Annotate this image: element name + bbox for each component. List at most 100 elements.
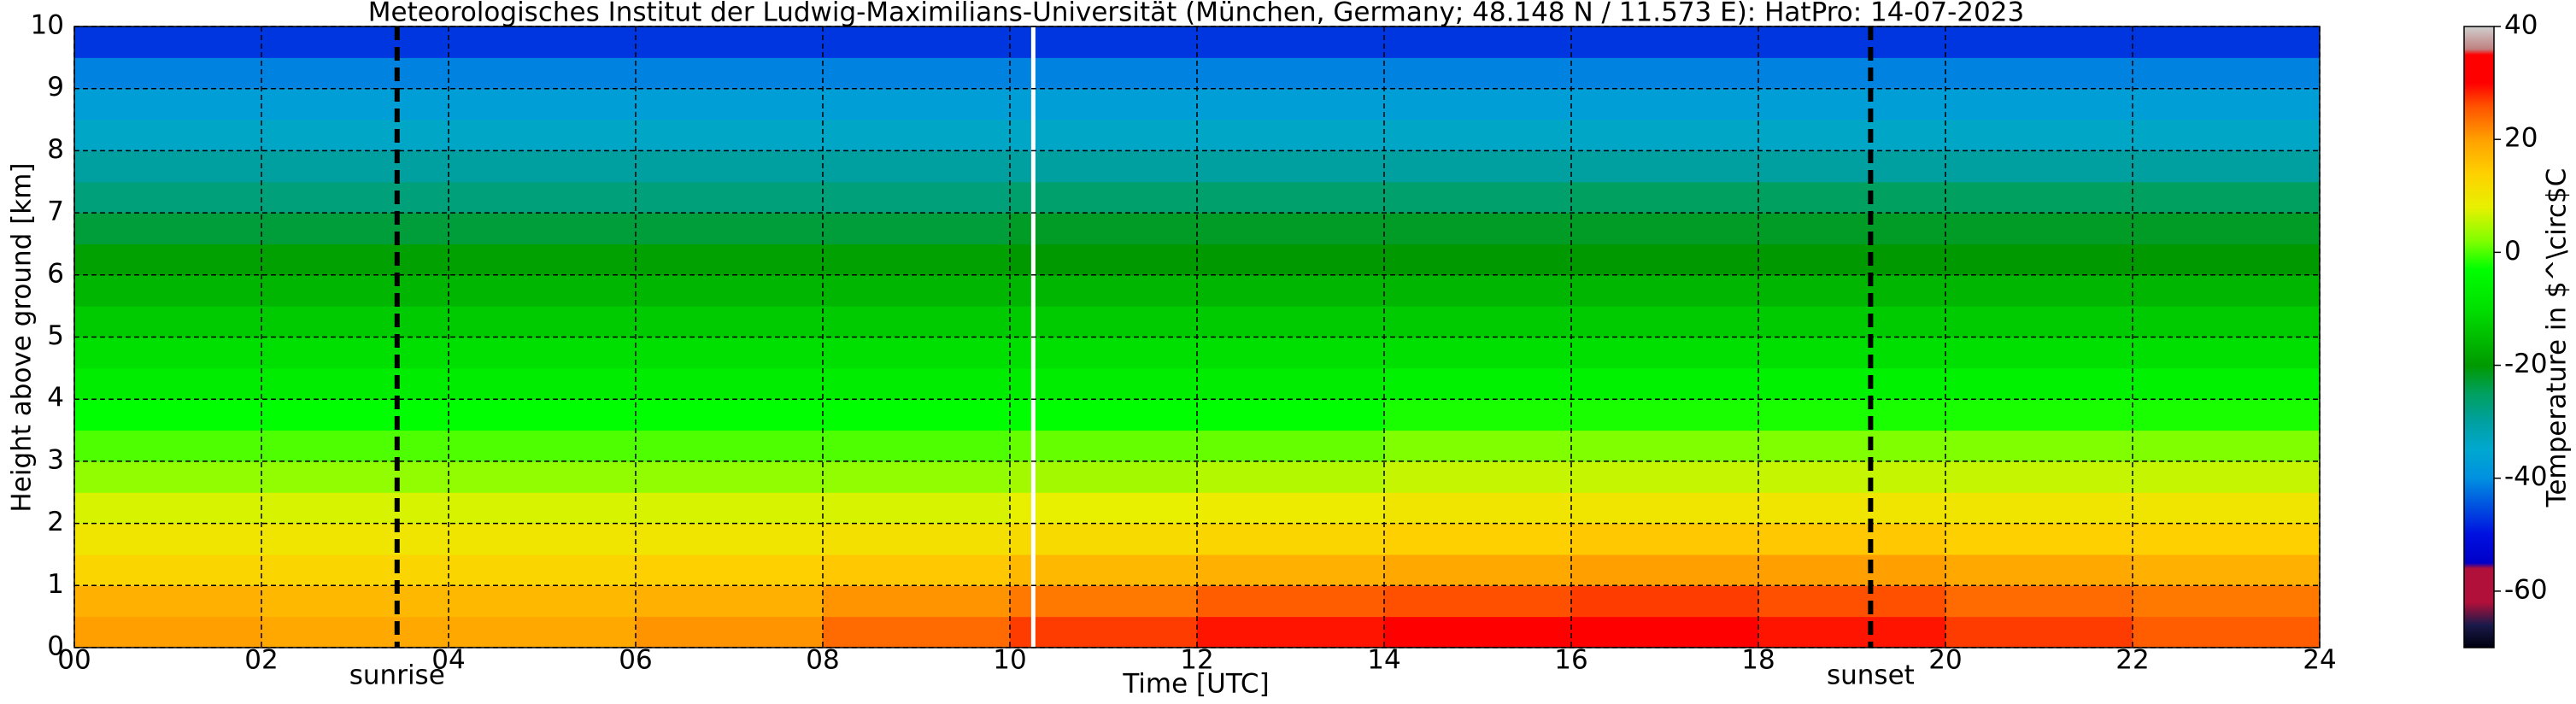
heat-cell	[1945, 554, 2133, 586]
heat-cell	[823, 430, 1011, 462]
heat-cell	[1197, 181, 1385, 214]
x-tick-label: 16	[1554, 645, 1587, 676]
heat-cell	[1758, 461, 1946, 493]
heat-cell	[1197, 523, 1385, 555]
heat-cell	[449, 585, 637, 618]
y-tick-label: 5	[47, 320, 64, 351]
heat-cell	[1758, 306, 1946, 337]
heat-cell	[74, 367, 262, 400]
heat-cell	[2133, 181, 2321, 214]
heat-cell	[1010, 399, 1198, 431]
y-tick-label: 7	[47, 197, 64, 227]
heat-cell	[74, 554, 262, 586]
heat-cell	[1197, 150, 1385, 183]
heat-cell	[74, 616, 262, 648]
heat-cell	[74, 181, 262, 214]
heat-cell	[636, 616, 824, 648]
heat-cell	[1758, 150, 1946, 183]
heat-cell	[261, 585, 449, 618]
heat-cell	[1197, 554, 1385, 586]
heat-cell	[1571, 306, 1759, 337]
heat-cell	[1758, 181, 1946, 214]
heat-cell	[1571, 430, 1759, 462]
heat-cell	[2133, 274, 2321, 307]
heat-cell	[449, 306, 637, 337]
heat-cell	[2133, 243, 2321, 276]
heat-cell	[1945, 523, 2133, 555]
heat-cell	[1571, 120, 1759, 151]
heat-cell	[2133, 616, 2321, 648]
heat-cell	[1571, 492, 1759, 525]
heat-cell	[636, 120, 824, 151]
heat-cell	[823, 243, 1011, 276]
heat-cell	[449, 367, 637, 400]
heat-cell	[823, 120, 1011, 151]
heat-cell	[823, 57, 1011, 90]
heat-cell	[74, 274, 262, 307]
heat-cell	[449, 337, 637, 369]
heat-cell	[823, 461, 1011, 493]
heat-cell	[74, 306, 262, 337]
plot-frame	[73, 26, 2321, 648]
y-tick-label: 9	[47, 72, 64, 103]
heat-cell	[636, 306, 824, 337]
heat-cell	[74, 88, 262, 120]
heat-cell	[823, 337, 1011, 369]
heat-cell	[261, 492, 449, 525]
heat-cell	[1384, 181, 1572, 214]
heat-cell	[2133, 88, 2321, 120]
heat-cell	[1945, 492, 2133, 525]
heat-cell	[823, 26, 1011, 58]
annotation-label: sunrise	[349, 660, 445, 691]
heat-cell	[1945, 306, 2133, 337]
x-tick-label: 18	[1741, 645, 1775, 676]
heat-cell	[1384, 243, 1572, 276]
heat-cell	[636, 274, 824, 307]
heat-cell	[2133, 306, 2321, 337]
heat-cell	[449, 461, 637, 493]
heat-cell	[261, 213, 449, 244]
heat-cell	[261, 274, 449, 307]
heat-cell	[1197, 26, 1385, 58]
heat-cell	[261, 26, 449, 58]
heat-cell	[636, 554, 824, 586]
heat-cell	[823, 367, 1011, 400]
heat-cell	[74, 213, 262, 244]
heat-cell	[823, 213, 1011, 244]
heat-cell	[449, 274, 637, 307]
heat-cell	[823, 554, 1011, 586]
heat-cell	[1571, 616, 1759, 648]
heat-cell	[1197, 430, 1385, 462]
heat-cell	[1945, 430, 2133, 462]
heat-cell	[1758, 88, 1946, 120]
heat-cell	[1945, 274, 2133, 307]
heat-cell	[449, 616, 637, 648]
heat-cell	[823, 616, 1011, 648]
heat-cell	[1384, 213, 1572, 244]
heat-cell	[1758, 399, 1946, 431]
x-tick-label: 22	[2115, 645, 2149, 676]
heat-cell	[823, 181, 1011, 214]
heat-cell	[1945, 461, 2133, 493]
heat-cell	[1010, 213, 1198, 244]
heat-cell	[261, 88, 449, 120]
x-tick-label: 06	[619, 645, 652, 676]
heat-cell	[1010, 492, 1198, 525]
heat-cell	[74, 57, 262, 90]
heat-cell	[1571, 181, 1759, 214]
y-tick-label: 10	[31, 10, 64, 41]
heat-cell	[1384, 120, 1572, 151]
heat-cell	[1197, 120, 1385, 151]
heat-cell	[1758, 585, 1946, 618]
heat-cell	[2133, 213, 2321, 244]
heat-cell	[1945, 88, 2133, 120]
x-tick-label: 10	[993, 645, 1026, 676]
heat-cell	[449, 430, 637, 462]
heat-cell	[636, 337, 824, 369]
heat-cell	[1758, 523, 1946, 555]
heat-cell	[261, 306, 449, 337]
heat-cell	[636, 430, 824, 462]
heat-cell	[1384, 26, 1572, 58]
heat-cell	[1010, 274, 1198, 307]
heat-cell	[1758, 26, 1946, 58]
